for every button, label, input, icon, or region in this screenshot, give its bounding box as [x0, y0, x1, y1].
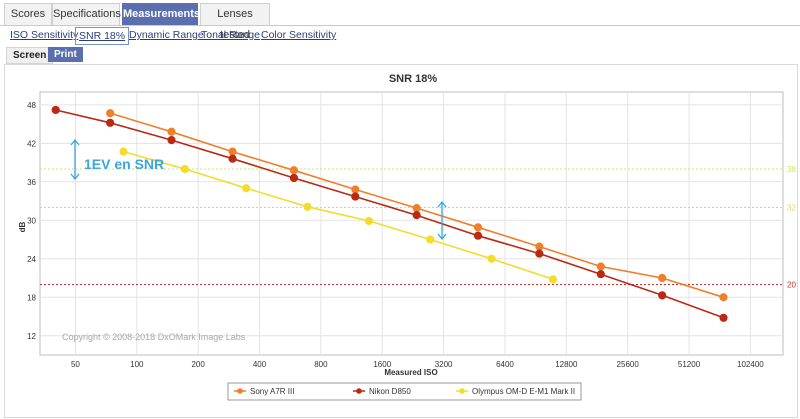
y-tick-label: 42	[27, 139, 36, 148]
x-tick-label: 1600	[373, 360, 391, 369]
legend-swatch-marker	[459, 388, 465, 394]
data-point	[412, 211, 421, 220]
data-point	[351, 192, 360, 201]
annotation-arrowhead	[437, 233, 447, 241]
x-tick-label: 102400	[737, 360, 764, 369]
annotation-layer: 1EV en SNR	[70, 138, 447, 241]
data-point	[658, 273, 667, 283]
annotation-arrowhead	[70, 173, 80, 181]
data-point	[412, 204, 421, 213]
data-point	[180, 164, 189, 174]
data-point	[167, 127, 176, 136]
data-point	[548, 275, 558, 284]
x-tick-label: 25600	[617, 360, 640, 369]
measurement-subnav: ISO Sensitivity SNR 18% Dynamic Range To…	[0, 27, 800, 45]
tab-bar: Scores Specifications Measurements Lense…	[0, 0, 800, 41]
data-point	[719, 293, 728, 302]
data-point	[658, 291, 667, 300]
annotation-arrowhead	[437, 200, 447, 208]
y-tick-label: 36	[27, 178, 36, 187]
snr-annotation: 1EV en SNR	[84, 156, 164, 172]
series-layer	[51, 105, 728, 322]
reference-line-label: 32	[787, 203, 796, 212]
tab-lenses-tested[interactable]: Lenses tested	[200, 3, 270, 41]
data-point	[351, 185, 360, 194]
legend-swatch-marker	[356, 388, 362, 394]
series-line	[55, 109, 724, 319]
data-point	[119, 147, 128, 156]
data-point	[228, 154, 237, 163]
data-point	[242, 184, 251, 193]
legend-label: Olympus OM-D E-M1 Mark II	[472, 387, 575, 396]
axis-layer: 12 18 24 30 36 42 48 50 100 200 400 800 1600 3200 6400…	[27, 101, 764, 369]
view-mode-bar: Screen Print	[0, 46, 800, 64]
tab-specifications[interactable]: Specifications	[52, 3, 121, 25]
annotation-arrowhead	[70, 138, 80, 146]
grid-layer	[39, 91, 784, 356]
data-point	[228, 147, 237, 156]
y-tick-label: 12	[27, 332, 36, 341]
data-point	[289, 173, 299, 183]
data-point	[596, 262, 605, 271]
legend-swatch-marker	[237, 388, 243, 394]
x-tick-label: 800	[314, 360, 328, 369]
data-point	[364, 216, 373, 226]
data-point	[487, 254, 496, 263]
y-axis-label: dB	[18, 221, 27, 232]
snr-chart: SNR 18% 38 32 20 Copyright © 2008-2018 DxO…	[18, 73, 796, 401]
reference-lines: 38 32 20	[40, 165, 796, 289]
legend-label: Sony A7R III	[250, 387, 294, 396]
data-point	[596, 270, 605, 279]
tab-measurements[interactable]: Measurements	[122, 3, 200, 25]
data-point	[719, 313, 728, 322]
data-point	[535, 249, 544, 258]
print-button[interactable]: Print	[48, 47, 83, 62]
x-axis-label: Measured ISO	[384, 368, 437, 377]
data-point	[473, 231, 483, 240]
data-point	[303, 202, 312, 211]
subnav-tonal-range[interactable]: Tonal Range	[201, 29, 260, 41]
y-tick-label: 18	[27, 293, 36, 302]
subnav-dynamic-range[interactable]: Dynamic Range	[129, 29, 204, 41]
y-tick-label: 30	[27, 216, 36, 225]
data-point	[289, 166, 299, 175]
data-point	[473, 223, 483, 232]
data-point	[167, 136, 176, 145]
chart-title: SNR 18%	[389, 73, 438, 85]
subnav-snr-18[interactable]: SNR 18%	[75, 27, 130, 45]
x-tick-label: 51200	[678, 360, 701, 369]
copyright-watermark: Copyright © 2008-2018 DxOMark Image Labs	[62, 332, 246, 342]
reference-line-label: 20	[787, 280, 796, 289]
x-tick-label: 200	[191, 360, 205, 369]
x-tick-label: 100	[130, 360, 144, 369]
data-point	[535, 242, 544, 251]
reference-line-label: 38	[787, 165, 796, 174]
x-tick-label: 400	[253, 360, 267, 369]
subnav-iso-sensitivity[interactable]: ISO Sensitivity	[10, 29, 79, 41]
x-tick-label: 6400	[496, 360, 514, 369]
subnav-color-sensitivity[interactable]: Color Sensitivity	[261, 29, 337, 41]
legend: Sony A7R III Nikon D850 Olympus OM-D E-M1 …	[227, 382, 582, 401]
data-point	[106, 118, 115, 127]
snr-chart-panel: SNR 18% 38 32 20 Copyright © 2008-2018 DxO…	[4, 64, 798, 418]
x-tick-label: 3200	[435, 360, 453, 369]
data-point	[51, 105, 60, 115]
y-tick-label: 48	[27, 101, 36, 110]
x-tick-label: 50	[71, 360, 80, 369]
screen-button[interactable]: Screen	[6, 47, 54, 64]
legend-box	[227, 382, 582, 401]
tab-scores[interactable]: Scores	[4, 3, 52, 25]
y-tick-label: 24	[27, 255, 36, 264]
data-point	[106, 109, 115, 118]
plot-area	[39, 91, 784, 356]
series-line	[123, 150, 554, 281]
data-point	[426, 235, 435, 244]
legend-label: Nikon D850	[369, 387, 411, 396]
x-tick-label: 12800	[555, 360, 578, 369]
